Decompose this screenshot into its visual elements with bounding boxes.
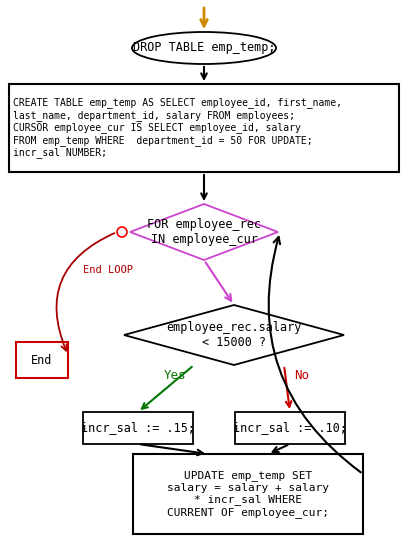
- Bar: [16, 342, 68, 378]
- Bar: [235, 412, 345, 444]
- Bar: [133, 454, 363, 534]
- Text: End: End: [31, 354, 53, 367]
- Text: incr_sal := .15;: incr_sal := .15;: [81, 422, 195, 435]
- Bar: [83, 412, 193, 444]
- Text: CREATE TABLE emp_temp AS SELECT employee_id, first_name,
last_name, department_i: CREATE TABLE emp_temp AS SELECT employee…: [13, 98, 342, 158]
- Text: employee_rec.salary
< 15000 ?: employee_rec.salary < 15000 ?: [166, 321, 302, 349]
- Text: No: No: [294, 369, 309, 382]
- Text: incr_sal := .10;: incr_sal := .10;: [233, 422, 347, 435]
- Text: DROP TABLE emp_temp;: DROP TABLE emp_temp;: [133, 42, 275, 55]
- Text: End LOOP: End LOOP: [83, 265, 133, 275]
- Text: UPDATE emp_temp SET
salary = salary + salary
* incr_sal WHERE
CURRENT OF employe: UPDATE emp_temp SET salary = salary + sa…: [167, 470, 329, 518]
- Bar: [9, 84, 399, 172]
- Text: FOR employee_rec
IN employee_cur: FOR employee_rec IN employee_cur: [147, 218, 261, 246]
- Text: Yes: Yes: [164, 369, 187, 382]
